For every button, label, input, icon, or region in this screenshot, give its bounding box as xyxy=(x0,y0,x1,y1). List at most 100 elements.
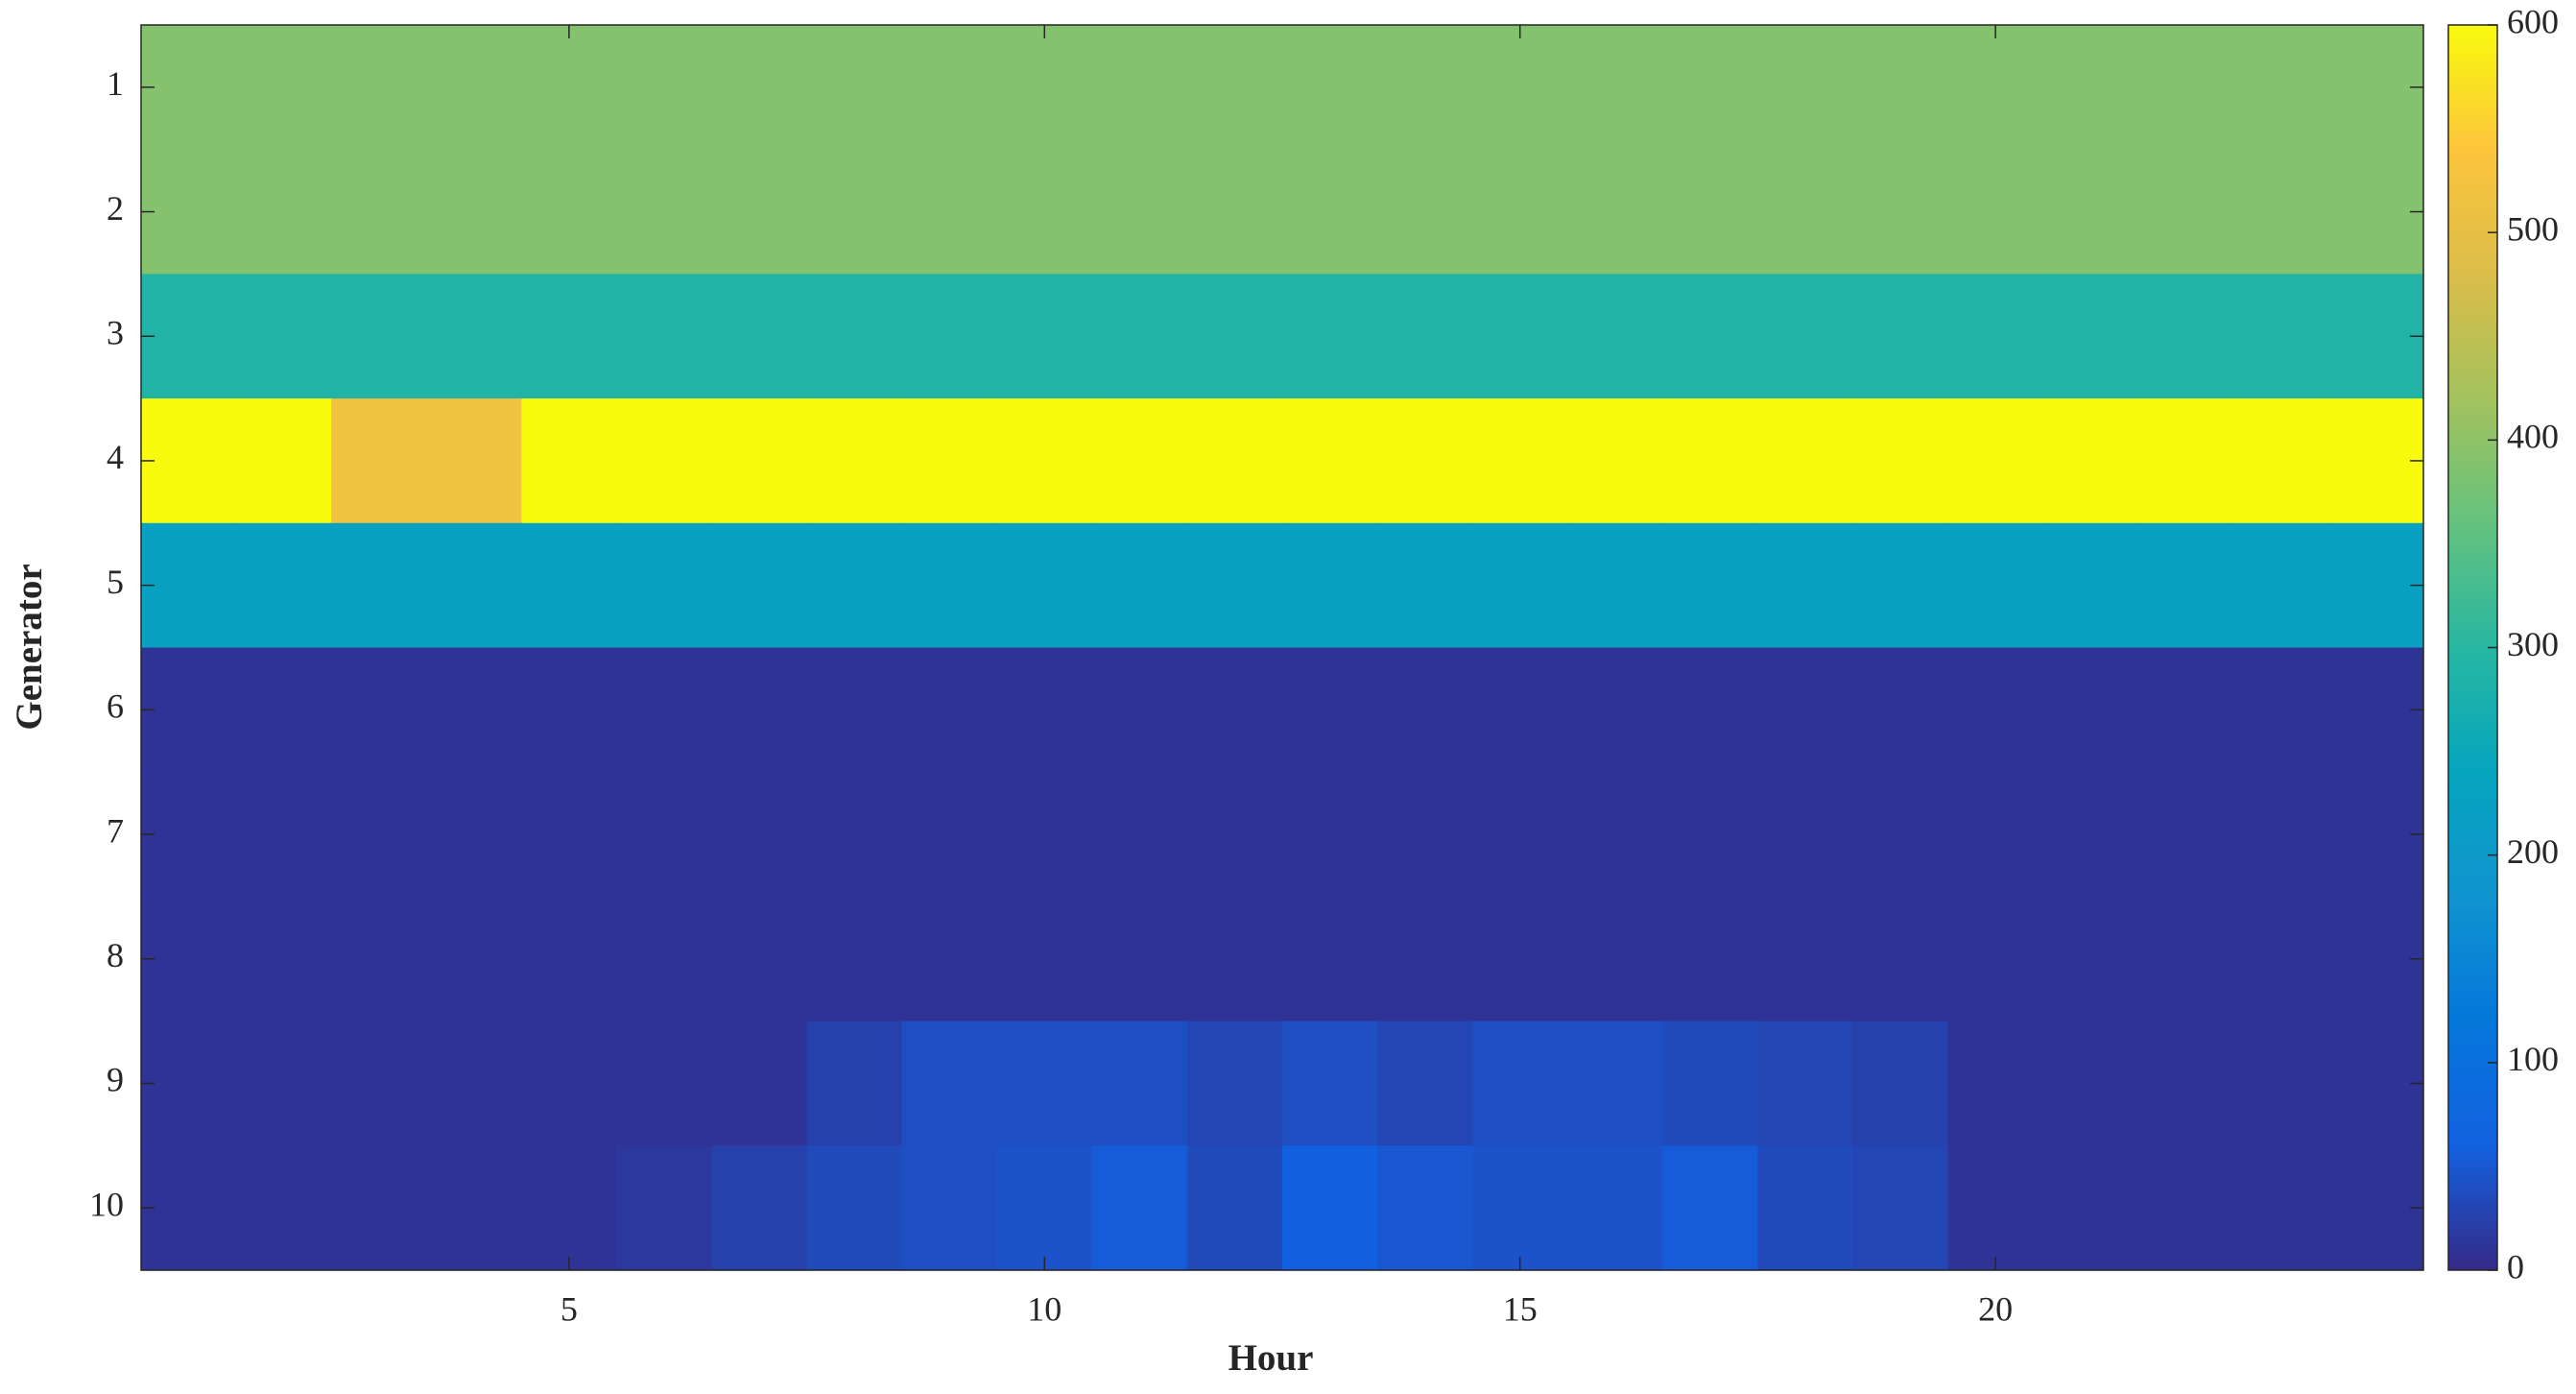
heatmap-cell xyxy=(1947,772,2044,898)
heatmap-cell xyxy=(996,896,1093,1022)
heatmap-cell xyxy=(2327,1145,2424,1271)
heatmap-cell xyxy=(1662,398,1759,524)
heatmap-cell xyxy=(616,772,713,898)
heatmap-cell xyxy=(1091,1021,1188,1146)
heatmap-cell xyxy=(1947,522,2044,649)
heatmap-cell xyxy=(1377,772,1473,898)
heatmap-cell xyxy=(1186,1145,1283,1271)
heatmap-cell xyxy=(1282,896,1378,1022)
heatmap-cell xyxy=(1091,522,1188,649)
heatmap-cell xyxy=(996,274,1093,399)
colorbar-tick-label: 400 xyxy=(2507,418,2559,456)
heatmap-cell xyxy=(901,522,998,649)
heatmap-cell xyxy=(1377,896,1473,1022)
heatmap-cell xyxy=(1567,896,1663,1022)
heatmap-cell xyxy=(426,896,522,1022)
heatmap-cell xyxy=(141,896,237,1022)
heatmap-cell xyxy=(1282,1145,1378,1271)
heatmap-cell xyxy=(711,1021,808,1146)
heatmap-cell xyxy=(1947,647,2044,773)
heatmap-cell xyxy=(901,149,998,275)
heatmap-cell xyxy=(1947,274,2044,399)
heatmap-cell xyxy=(1757,896,1854,1022)
heatmap-cell xyxy=(2232,647,2329,773)
heatmap-cell xyxy=(901,1145,998,1271)
heatmap-cell xyxy=(806,1021,903,1146)
heatmap-cell xyxy=(521,522,618,649)
heatmap-cell xyxy=(426,1021,522,1146)
y-tick-label: 8 xyxy=(107,936,124,974)
heatmap-cell xyxy=(1947,149,2044,275)
heatmap-cell xyxy=(331,25,427,151)
heatmap-cell xyxy=(1472,647,1568,773)
heatmap-cell xyxy=(1186,522,1283,649)
heatmap-cell xyxy=(1186,274,1283,399)
heatmap-cell xyxy=(1567,647,1663,773)
heatmap-cell xyxy=(331,772,427,898)
heatmap-cell xyxy=(996,772,1093,898)
heatmap-cell xyxy=(521,647,618,773)
y-tick-label: 3 xyxy=(107,314,124,352)
heatmap-cell xyxy=(1186,149,1283,275)
heatmap-cell xyxy=(996,1021,1093,1146)
heatmap-cell xyxy=(2137,647,2234,773)
heatmap-cell xyxy=(1282,274,1378,399)
heatmap-cell xyxy=(1947,1145,2044,1271)
heatmap-cell xyxy=(1377,149,1473,275)
heatmap-cell xyxy=(331,1021,427,1146)
heatmap-cell xyxy=(141,647,237,773)
heatmap-cell xyxy=(2042,1145,2139,1271)
heatmap-cell xyxy=(1282,647,1378,773)
colorbar-tick-label: 0 xyxy=(2507,1247,2524,1286)
heatmap-cell xyxy=(1377,398,1473,524)
heatmap-cell xyxy=(1472,274,1568,399)
heatmap-cell xyxy=(1662,522,1759,649)
heatmap-cell xyxy=(141,274,237,399)
heatmap-cell xyxy=(1567,149,1663,275)
heatmap-cell xyxy=(1282,25,1378,151)
heatmap-cell xyxy=(1567,1021,1663,1146)
heatmap-cell xyxy=(2042,1021,2139,1146)
heatmap-cell xyxy=(1282,398,1378,524)
y-tick-label: 2 xyxy=(107,189,124,228)
heatmap-cell xyxy=(331,274,427,399)
heatmap-cell xyxy=(1186,896,1283,1022)
heatmap-cell xyxy=(2327,647,2424,773)
heatmap-cell xyxy=(1757,1145,1854,1271)
heatmap-cell xyxy=(331,896,427,1022)
heatmap-cell xyxy=(1852,1145,1949,1271)
heatmap-cell xyxy=(901,896,998,1022)
heatmap-cell xyxy=(1567,522,1663,649)
heatmap-cell xyxy=(141,1021,237,1146)
heatmap-cell xyxy=(1377,522,1473,649)
heatmap-cell xyxy=(2327,274,2424,399)
heatmap-cell xyxy=(1567,398,1663,524)
heatmap-cell xyxy=(331,398,427,524)
heatmap-cell xyxy=(2232,522,2329,649)
heatmap-cell xyxy=(1472,1021,1568,1146)
heatmap-cell xyxy=(1091,772,1188,898)
heatmap-cell xyxy=(236,274,332,399)
heatmap-cell xyxy=(521,1021,618,1146)
heatmap-cell xyxy=(996,522,1093,649)
heatmap-cell xyxy=(711,274,808,399)
heatmap-cell xyxy=(1186,647,1283,773)
heatmap-cell xyxy=(1662,25,1759,151)
y-tick-label: 10 xyxy=(89,1185,124,1223)
heatmap-cell xyxy=(1186,398,1283,524)
heatmap-cell xyxy=(1852,522,1949,649)
heatmap-cell xyxy=(1472,522,1568,649)
heatmap-cell xyxy=(901,398,998,524)
heatmap-cell xyxy=(1282,772,1378,898)
y-tick-label: 5 xyxy=(107,563,124,601)
heatmap-cell xyxy=(1377,274,1473,399)
heatmap-cell xyxy=(1852,772,1949,898)
heatmap-cell xyxy=(521,772,618,898)
heatmap-cell xyxy=(2232,1145,2329,1271)
heatmap-cell xyxy=(2137,1021,2234,1146)
heatmap-cell xyxy=(1662,274,1759,399)
heatmap-cell xyxy=(141,522,237,649)
heatmap-cell xyxy=(1757,398,1854,524)
heatmap-cell xyxy=(141,772,237,898)
heatmap-cell xyxy=(426,1145,522,1271)
